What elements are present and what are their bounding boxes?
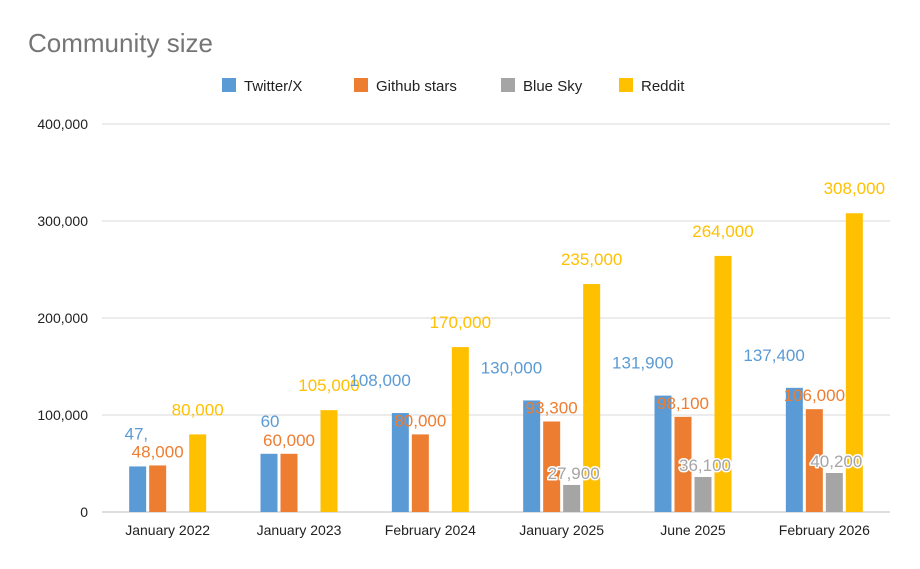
data-label-github-stars: 98,100 [657, 394, 709, 413]
legend-label: Github stars [376, 78, 457, 95]
legend-label: Blue Sky [523, 78, 583, 95]
legend-item-github-stars: Github stars [354, 78, 457, 95]
y-tick-label: 100,000 [37, 407, 88, 423]
x-axis: January 2022 January 2023 February 2024 Jan… [125, 522, 870, 538]
bar-github-stars [805, 409, 823, 512]
bar-github-stars [411, 434, 429, 512]
y-tick-label: 0 [80, 504, 88, 520]
y-tick-label: 200,000 [37, 310, 88, 326]
legend: Twitter/X Github stars Blue Sky Reddit [222, 78, 685, 95]
x-tick-label: February 2026 [779, 522, 870, 538]
data-label-reddit: 80,000 [172, 400, 224, 419]
bar-twitter-x [260, 453, 278, 512]
legend-swatch [354, 78, 368, 92]
bar-github-stars [543, 421, 561, 512]
x-tick-label: January 2022 [125, 522, 210, 538]
data-label-reddit: 235,000 [561, 250, 622, 269]
legend-label: Twitter/X [244, 78, 302, 95]
data-label-twitter-x: 108,000 [349, 371, 410, 390]
legend-swatch [222, 78, 236, 92]
data-label-reddit: 264,000 [692, 222, 753, 241]
bar-reddit [714, 255, 732, 513]
bar-blue-sky [694, 476, 712, 512]
legend-item-twitter-x: Twitter/X [222, 78, 302, 95]
data-label-github-stars: 93,300 [526, 398, 578, 417]
bars [129, 213, 863, 513]
legend-label: Reddit [641, 78, 685, 95]
bar-twitter-x [391, 413, 409, 512]
grid [102, 123, 890, 513]
bar-twitter-x [785, 387, 803, 512]
chart-title: Community size [28, 28, 213, 58]
data-label-reddit: 170,000 [430, 313, 491, 332]
bar-github-stars [280, 453, 298, 512]
bar-reddit [583, 284, 601, 512]
y-axis: 0 100,000 200,000 300,000 400,000 [37, 116, 88, 520]
legend-item-blue-sky: Blue Sky [501, 78, 583, 95]
data-label-blue-sky: 27,900 [548, 464, 600, 483]
bar-twitter-x [129, 466, 147, 512]
data-label-reddit: 308,000 [824, 179, 885, 198]
y-tick-label: 400,000 [37, 116, 88, 132]
bar-reddit [845, 213, 863, 513]
data-label-github-stars: 48,000 [132, 442, 184, 461]
legend-item-reddit: Reddit [619, 78, 685, 95]
bar-github-stars [149, 465, 167, 512]
bar-blue-sky [825, 473, 843, 512]
y-tick-label: 300,000 [37, 213, 88, 229]
data-label-twitter-x: 130,000 [481, 358, 542, 377]
bar-github-stars [674, 416, 692, 512]
x-tick-label: January 2025 [519, 522, 604, 538]
bar-blue-sky [563, 484, 581, 512]
data-label-blue-sky: 36,100 [679, 456, 731, 475]
data-label-github-stars: 80,000 [394, 411, 446, 430]
legend-swatch [619, 78, 633, 92]
data-label-twitter-x: 47, [125, 424, 149, 443]
data-label-github-stars: 60,000 [263, 431, 315, 450]
data-label-twitter-x: 131,900 [612, 354, 673, 373]
data-label-reddit: 105,000 [298, 376, 359, 395]
x-tick-label: February 2024 [385, 522, 476, 538]
legend-swatch [501, 78, 515, 92]
bar-twitter-x [523, 400, 541, 512]
data-label-twitter-x: 137,400 [743, 346, 804, 365]
bar-reddit [451, 347, 469, 512]
data-label-twitter-x: 60 [261, 412, 280, 431]
x-tick-label: January 2023 [257, 522, 342, 538]
x-tick-label: June 2025 [660, 522, 726, 538]
data-label-blue-sky: 40,200 [810, 452, 862, 471]
bar-twitter-x [654, 395, 672, 512]
bar-reddit [320, 410, 338, 512]
bar-reddit [189, 434, 207, 512]
data-label-github-stars: 106,000 [784, 386, 845, 405]
